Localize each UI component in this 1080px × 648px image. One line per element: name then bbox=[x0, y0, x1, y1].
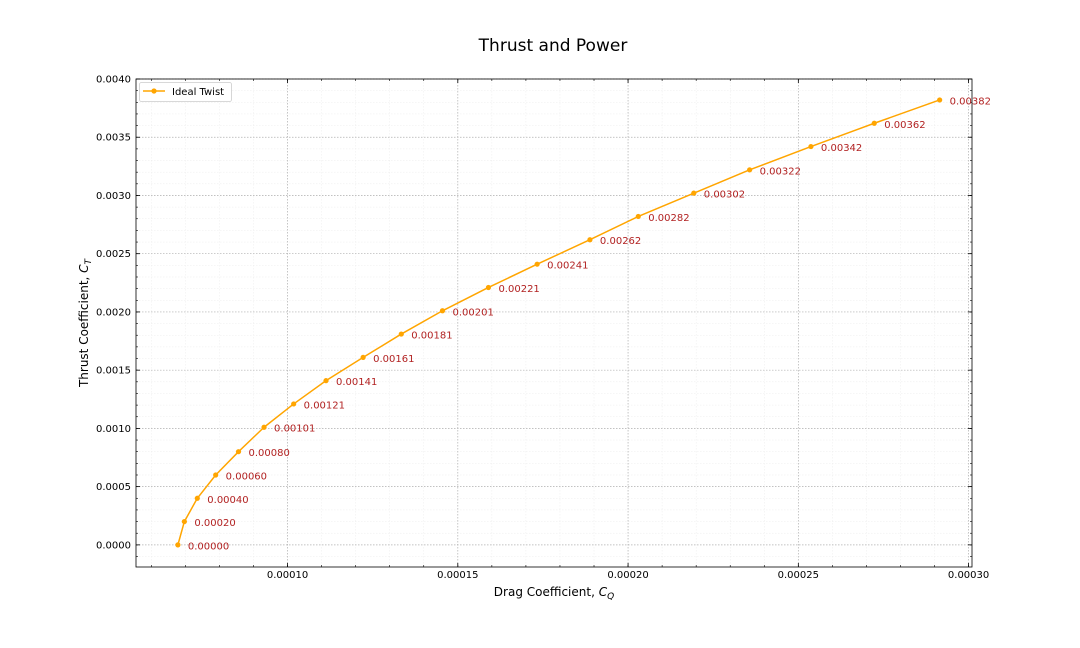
data-label: 0.00362 bbox=[884, 120, 925, 131]
data-point bbox=[587, 237, 593, 243]
data-label: 0.00121 bbox=[304, 400, 345, 411]
data-point bbox=[261, 424, 267, 430]
data-label: 0.00020 bbox=[194, 518, 235, 529]
data-point bbox=[181, 518, 187, 525]
data-point bbox=[534, 261, 540, 267]
y-axis-label: Thrust Coefficient, CT bbox=[77, 257, 94, 388]
y-tick-label: 0.0015 bbox=[96, 366, 131, 377]
data-point bbox=[323, 378, 329, 384]
data-point bbox=[235, 449, 242, 455]
grid-lines bbox=[136, 78, 972, 567]
data-point bbox=[194, 495, 200, 501]
data-point bbox=[291, 401, 297, 407]
plot-frame bbox=[135, 78, 973, 568]
data-label: 0.00262 bbox=[600, 236, 641, 247]
x-tick-label: 0.00030 bbox=[948, 570, 989, 581]
y-tick-label: 0.0005 bbox=[96, 482, 131, 493]
data-label: 0.00060 bbox=[226, 471, 267, 482]
y-tick-label: 0.0020 bbox=[96, 307, 131, 318]
y-tick-label: 0.0025 bbox=[96, 249, 131, 260]
data-label: 0.00241 bbox=[547, 261, 588, 272]
data-label: 0.00302 bbox=[704, 190, 745, 201]
data-label: 0.00322 bbox=[760, 166, 801, 177]
chart-title: Thrust and Power bbox=[478, 36, 628, 56]
data-label: 0.00382 bbox=[950, 96, 991, 107]
data-point bbox=[747, 167, 753, 173]
data-point bbox=[175, 542, 181, 548]
data-label: 0.00342 bbox=[821, 143, 862, 154]
series-layer bbox=[175, 97, 943, 548]
legend: Ideal Twist bbox=[139, 82, 232, 102]
y-tick-label: 0.0035 bbox=[96, 133, 131, 144]
data-label: 0.00040 bbox=[207, 495, 248, 506]
y-tick-label: 0.0010 bbox=[96, 424, 131, 435]
y-tick-label: 0.0030 bbox=[96, 191, 131, 202]
data-point bbox=[635, 213, 641, 220]
data-label: 0.00282 bbox=[648, 213, 689, 224]
data-point bbox=[485, 284, 492, 291]
data-label: 0.00221 bbox=[498, 284, 539, 295]
x-tick-label: 0.00020 bbox=[607, 570, 648, 581]
data-point bbox=[871, 120, 877, 126]
x-tick-label: 0.00015 bbox=[437, 570, 478, 581]
data-labels: 0.00000 0.00020 0.00040 0.00060 0.00080 0.001… bbox=[188, 96, 991, 552]
legend-box bbox=[139, 82, 232, 102]
data-label: 0.00101 bbox=[274, 424, 315, 435]
y-tick-label: 0.0000 bbox=[96, 540, 131, 551]
x-tick-label: 0.00025 bbox=[778, 570, 819, 581]
data-point bbox=[213, 472, 219, 478]
series-line-ideal-twist bbox=[177, 99, 940, 546]
y-tick-label: 0.0040 bbox=[96, 75, 131, 86]
data-label: 0.00181 bbox=[411, 331, 452, 342]
data-label: 0.00141 bbox=[336, 377, 377, 388]
data-point bbox=[360, 354, 366, 360]
data-point bbox=[398, 331, 404, 337]
data-point bbox=[439, 308, 446, 314]
x-axis-label: Drag Coefficient, CQ bbox=[494, 585, 614, 602]
data-label: 0.00000 bbox=[188, 541, 229, 552]
data-point bbox=[808, 143, 814, 150]
legend-marker bbox=[151, 88, 157, 94]
data-label: 0.00080 bbox=[248, 448, 289, 459]
data-point bbox=[691, 190, 697, 196]
data-label: 0.00201 bbox=[452, 307, 493, 318]
x-tick-label: 0.00010 bbox=[267, 570, 308, 581]
data-label: 0.00161 bbox=[373, 354, 414, 365]
data-point bbox=[937, 97, 943, 103]
legend-label: Ideal Twist bbox=[172, 87, 224, 98]
